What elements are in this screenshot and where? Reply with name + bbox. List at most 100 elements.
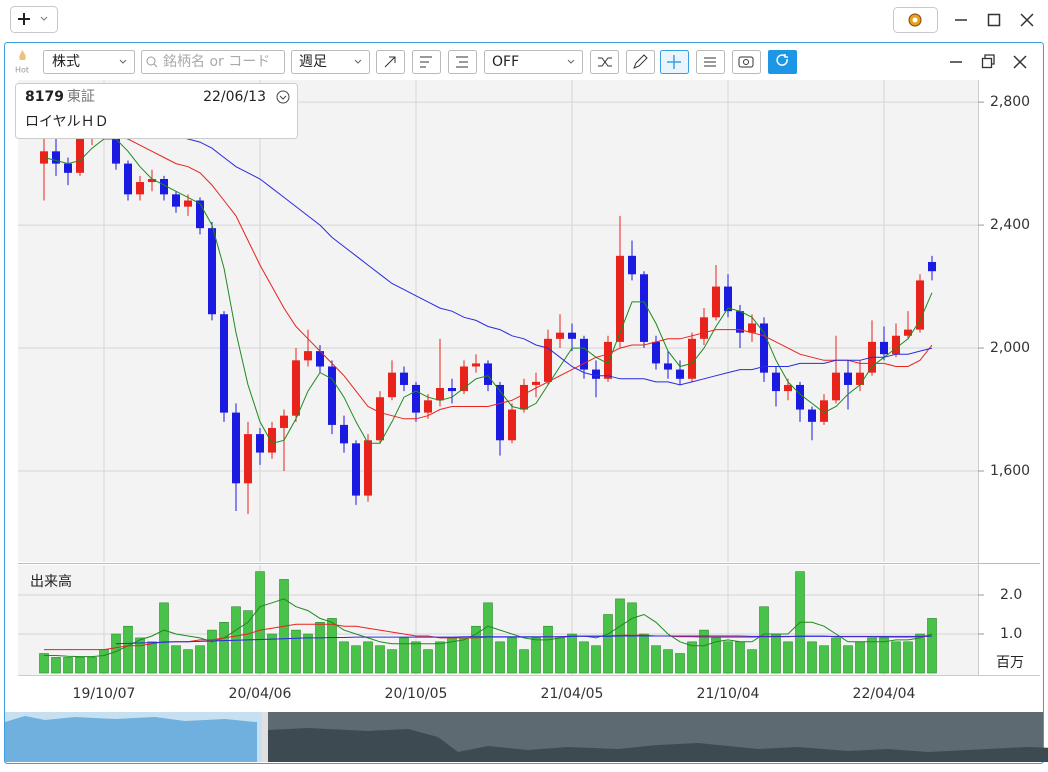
navigator[interactable] xyxy=(5,712,1048,762)
candle-body xyxy=(928,261,936,272)
hot-label[interactable]: Hot xyxy=(15,66,29,75)
candle-body xyxy=(64,163,72,173)
settings-button[interactable] xyxy=(893,7,938,33)
period-value: 週足 xyxy=(299,54,327,70)
candle-body xyxy=(724,286,732,312)
align-right-button[interactable] xyxy=(448,50,477,74)
candle-body xyxy=(712,286,720,318)
candle-body xyxy=(448,388,456,392)
candle-body xyxy=(220,314,228,413)
candle-body xyxy=(184,200,192,207)
candle-body xyxy=(268,427,276,453)
candle-body xyxy=(304,351,312,361)
candle-body xyxy=(604,341,612,379)
crosshair-button[interactable] xyxy=(660,50,689,74)
volume-bar xyxy=(531,637,541,674)
candle-body xyxy=(208,228,216,315)
exchange: 東証 xyxy=(67,89,95,105)
moving-average-line xyxy=(115,635,933,645)
candle-body xyxy=(148,178,156,183)
volume-bar xyxy=(267,633,277,674)
candle-body xyxy=(700,317,708,339)
period-select[interactable]: 週足 xyxy=(291,50,370,74)
candle-body xyxy=(76,139,84,173)
align-button[interactable] xyxy=(412,50,441,74)
candle-body xyxy=(676,369,684,379)
volume-bar xyxy=(747,649,757,674)
info-date: 22/06/13 xyxy=(203,89,266,105)
volume-bar xyxy=(87,657,97,674)
candle-body xyxy=(772,372,780,392)
volume-bar xyxy=(351,645,361,674)
volume-bar xyxy=(567,633,577,674)
candle-body xyxy=(796,384,804,410)
y-tick-label: 2,800 xyxy=(990,94,1030,110)
panel-restore[interactable] xyxy=(981,54,995,69)
candle-body xyxy=(412,384,420,413)
y-tick-label: 2.0 xyxy=(1000,587,1022,603)
volume-bar xyxy=(843,645,853,674)
maximize-button[interactable] xyxy=(987,13,1001,27)
panel-close[interactable] xyxy=(1013,55,1027,69)
volume-bar xyxy=(135,637,145,674)
search-placeholder: 銘柄名 or コード xyxy=(163,54,270,70)
candle-body xyxy=(844,372,852,385)
draw-button[interactable] xyxy=(626,50,655,74)
info-toggle[interactable] xyxy=(276,90,290,104)
x-tick-label: 19/10/07 xyxy=(73,686,136,702)
chart-layer: 19/10/07 20/04/06 20/10/05 21/04/05 21/10/04… xyxy=(18,80,1030,702)
candle-body xyxy=(400,372,408,385)
volume-bar xyxy=(903,641,913,674)
volume-bar xyxy=(783,641,793,674)
volume-bar xyxy=(579,641,589,674)
volume-bar xyxy=(891,641,901,674)
volume-bar xyxy=(447,637,457,674)
trend-button[interactable] xyxy=(376,50,405,74)
candle-body xyxy=(916,280,924,330)
volume-bar xyxy=(99,649,109,674)
refresh-button[interactable] xyxy=(768,50,797,74)
candle-body xyxy=(652,341,660,364)
hot-icon[interactable] xyxy=(19,50,26,60)
volume-bar xyxy=(39,653,49,674)
volume-bar xyxy=(495,641,505,674)
indicator-select[interactable]: OFF xyxy=(484,50,583,74)
volume-bar xyxy=(711,637,721,674)
moving-average-line xyxy=(43,138,933,444)
add-button[interactable] xyxy=(10,6,58,33)
volume-bar xyxy=(183,649,193,674)
volume-bar xyxy=(603,614,613,674)
volume-bar xyxy=(675,653,685,674)
volume-bar xyxy=(243,610,253,674)
market-select[interactable]: 株式 xyxy=(43,50,135,74)
candle-body xyxy=(568,332,576,339)
stock-code: 8179 xyxy=(25,89,64,105)
volume-bar xyxy=(927,618,937,674)
volume-bar xyxy=(651,645,661,674)
volume-bar xyxy=(411,641,421,674)
candle-body xyxy=(196,200,204,229)
volume-bar xyxy=(867,637,877,674)
volume-bar xyxy=(555,637,565,674)
volume-bar xyxy=(471,625,481,674)
volume-bar xyxy=(591,645,601,674)
shuffle-button[interactable] xyxy=(590,50,619,74)
candle-body xyxy=(508,409,516,441)
candle-body xyxy=(880,341,888,355)
candle-body xyxy=(340,424,348,444)
search-box[interactable]: 銘柄名 or コード xyxy=(141,50,285,74)
y-tick-label: 2,400 xyxy=(990,217,1030,233)
volume-bar xyxy=(543,625,553,674)
camera-button[interactable] xyxy=(732,50,761,74)
candle-body xyxy=(736,311,744,333)
candle-body xyxy=(328,366,336,425)
candle-body xyxy=(124,163,132,195)
volume-bar xyxy=(363,641,373,674)
candle-body xyxy=(544,338,552,382)
candle-body xyxy=(664,363,672,370)
candle-body xyxy=(316,351,324,367)
moving-average-line xyxy=(115,135,933,420)
settings-lines-button[interactable] xyxy=(696,50,725,74)
close-button[interactable] xyxy=(1020,13,1034,27)
moving-average-line xyxy=(44,598,933,658)
